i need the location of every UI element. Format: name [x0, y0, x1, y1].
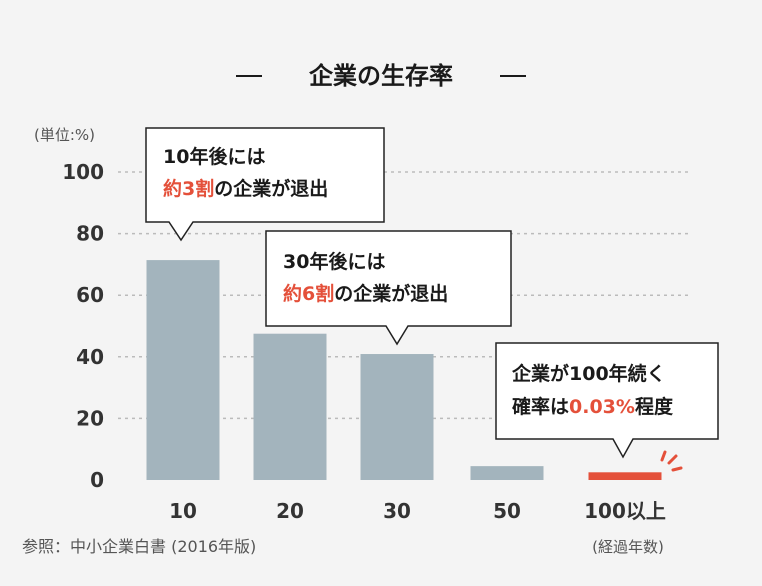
x-tick-label: 20 [276, 499, 304, 523]
unit-label: (単位:%) [34, 126, 95, 144]
bar [146, 260, 220, 480]
callout-line2: 約6割の企業が退出 [283, 282, 448, 305]
bar-highlight [588, 472, 662, 480]
callout-100-years: 企業が100年続く 確率は0.03%程度 [495, 342, 719, 459]
y-tick-label: 80 [76, 222, 104, 246]
y-tick-label: 60 [76, 283, 104, 307]
x-tick-label: 50 [493, 499, 521, 523]
x-tick-label: 100以上 [584, 499, 666, 523]
callout-30-years: 30年後には 約6割の企業が退出 [265, 230, 512, 346]
callout-line1: 10年後には [163, 145, 265, 168]
callout-box [265, 230, 512, 346]
y-axis-ticks: 0 20 40 60 80 100 [62, 160, 104, 492]
callout-rest: の企業が退出 [334, 282, 448, 305]
bar [470, 466, 544, 480]
x-tick-label: 30 [383, 499, 411, 523]
y-tick-label: 20 [76, 406, 104, 430]
bar [360, 354, 434, 480]
bars [146, 260, 662, 480]
emphasis-burst-icon [660, 450, 683, 472]
x-axis-ticks: 10 20 30 50 100以上 [169, 499, 666, 523]
callout-line1: 30年後には [283, 250, 385, 273]
x-tick-label: 10 [169, 499, 197, 523]
x-axis-sublabel: (経過年数) [592, 538, 664, 556]
callout-rest: の企業が退出 [214, 177, 328, 200]
source-note: 参照：中小企業白書 (2016年版) [22, 537, 256, 556]
callout-rest: 程度 [635, 395, 674, 418]
callout-highlight: 約6割 [283, 282, 334, 305]
callout-line2: 確率は0.03%程度 [512, 395, 674, 418]
callout-highlight: 約3割 [163, 177, 214, 200]
y-tick-label: 100 [62, 160, 104, 184]
callout-box [145, 127, 385, 242]
callout-highlight: 0.03% [569, 396, 635, 418]
callout-prefix: 確率は [512, 395, 569, 418]
y-tick-label: 40 [76, 345, 104, 369]
chart-title: 企業の生存率 [309, 62, 453, 90]
y-tick-label: 0 [90, 468, 104, 492]
callout-box [495, 342, 719, 459]
callout-line1: 企業が100年続く [511, 362, 666, 385]
callout-line2: 約3割の企業が退出 [163, 177, 328, 200]
bar [253, 333, 327, 480]
callout-10-years: 10年後には 約3割の企業が退出 [145, 127, 385, 242]
